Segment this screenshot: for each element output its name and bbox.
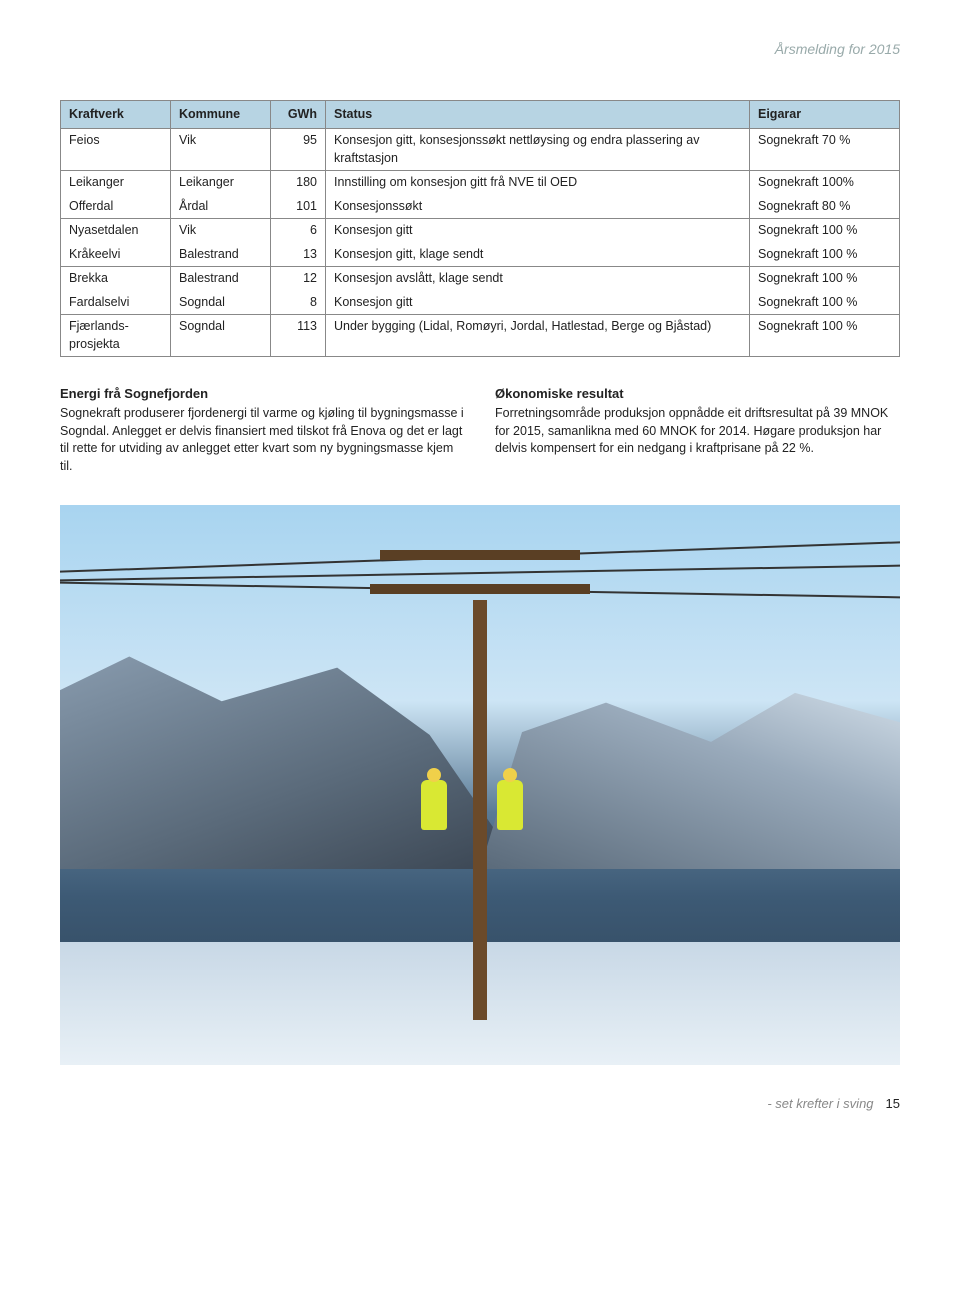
table-cell: 101 <box>271 195 326 219</box>
col-status: Status <box>326 100 750 129</box>
table-cell: Fjærlands-prosjekta <box>61 315 171 357</box>
table-cell: Sognekraft 100 % <box>750 291 900 315</box>
pole-crossarm <box>370 584 590 594</box>
table-cell: 113 <box>271 315 326 357</box>
table-row: OfferdalÅrdal101KonsesjonssøktSognekraft… <box>61 195 900 219</box>
table-row: NyasetdalenVik6Konsesjon gittSognekraft … <box>61 219 900 243</box>
table-cell: 13 <box>271 243 326 267</box>
line-worker <box>421 780 447 830</box>
right-text-block: Økonomiske resultat Forretningsområde pr… <box>495 385 900 475</box>
table-cell: Feios <box>61 129 171 171</box>
table-row: LeikangerLeikanger180Innstilling om kons… <box>61 171 900 195</box>
table-cell: 95 <box>271 129 326 171</box>
col-eigarar: Eigarar <box>750 100 900 129</box>
table-cell: Sognekraft 100% <box>750 171 900 195</box>
left-heading: Energi frå Sognefjorden <box>60 385 465 403</box>
table-row: BrekkaBalestrand12Konsesjon avslått, kla… <box>61 267 900 291</box>
mountain-right <box>480 673 900 869</box>
table-cell: Sognekraft 70 % <box>750 129 900 171</box>
mountain-left <box>60 645 522 869</box>
table-cell: Brekka <box>61 267 171 291</box>
page-footer: - set krefter i sving 15 <box>60 1095 900 1113</box>
table-cell: 180 <box>271 171 326 195</box>
table-cell: Leikanger <box>171 171 271 195</box>
table-row: Fjærlands-prosjektaSogndal113Under byggi… <box>61 315 900 357</box>
hero-photo <box>60 505 900 1065</box>
kraftverk-table: Kraftverk Kommune GWh Status Eigarar Fei… <box>60 100 900 358</box>
table-cell: Sogndal <box>171 291 271 315</box>
table-cell: Sognekraft 100 % <box>750 243 900 267</box>
table-cell: Balestrand <box>171 243 271 267</box>
left-text-block: Energi frå Sognefjorden Sognekraft produ… <box>60 385 465 475</box>
table-cell: Under bygging (Lidal, Romøyri, Jordal, H… <box>326 315 750 357</box>
table-cell: Balestrand <box>171 267 271 291</box>
col-gwh: GWh <box>271 100 326 129</box>
table-cell: Sognekraft 100 % <box>750 219 900 243</box>
table-row: KråkeelviBalestrand13Konsesjon gitt, kla… <box>61 243 900 267</box>
col-kommune: Kommune <box>171 100 271 129</box>
table-cell: Sognekraft 100 % <box>750 315 900 357</box>
table-cell: Kråkeelvi <box>61 243 171 267</box>
table-cell: Offerdal <box>61 195 171 219</box>
table-cell: Innstilling om konsesjon gitt frå NVE ti… <box>326 171 750 195</box>
right-body: Forretningsområde produksjon oppnådde ei… <box>495 405 900 458</box>
table-cell: Konsesjonssøkt <box>326 195 750 219</box>
table-cell: 8 <box>271 291 326 315</box>
right-heading: Økonomiske resultat <box>495 385 900 403</box>
footer-tagline: - set krefter i sving <box>767 1095 873 1113</box>
col-kraftverk: Kraftverk <box>61 100 171 129</box>
utility-pole <box>473 600 487 1020</box>
table-cell: 6 <box>271 219 326 243</box>
table-cell: Sogndal <box>171 315 271 357</box>
pole-crossarm <box>380 550 580 560</box>
table-cell: 12 <box>271 267 326 291</box>
document-header: Årsmelding for 2015 <box>60 40 900 60</box>
table-cell: Fardalselvi <box>61 291 171 315</box>
table-cell: Sognekraft 100 % <box>750 267 900 291</box>
table-cell: Årdal <box>171 195 271 219</box>
table-row: FardalselviSogndal8Konsesjon gittSognekr… <box>61 291 900 315</box>
table-cell: Konsesjon gitt <box>326 291 750 315</box>
table-cell: Konsesjon avslått, klage sendt <box>326 267 750 291</box>
left-body: Sognekraft produserer fjordenergi til va… <box>60 405 465 475</box>
line-worker <box>497 780 523 830</box>
table-cell: Konsesjon gitt <box>326 219 750 243</box>
table-header-row: Kraftverk Kommune GWh Status Eigarar <box>61 100 900 129</box>
table-cell: Konsesjon gitt, konsesjonssøkt nettløysi… <box>326 129 750 171</box>
table-cell: Konsesjon gitt, klage sendt <box>326 243 750 267</box>
table-cell: Nyasetdalen <box>61 219 171 243</box>
table-cell: Sognekraft 80 % <box>750 195 900 219</box>
table-cell: Leikanger <box>61 171 171 195</box>
table-cell: Vik <box>171 219 271 243</box>
page-number: 15 <box>886 1095 900 1113</box>
table-cell: Vik <box>171 129 271 171</box>
table-row: FeiosVik95Konsesjon gitt, konsesjonssøkt… <box>61 129 900 171</box>
